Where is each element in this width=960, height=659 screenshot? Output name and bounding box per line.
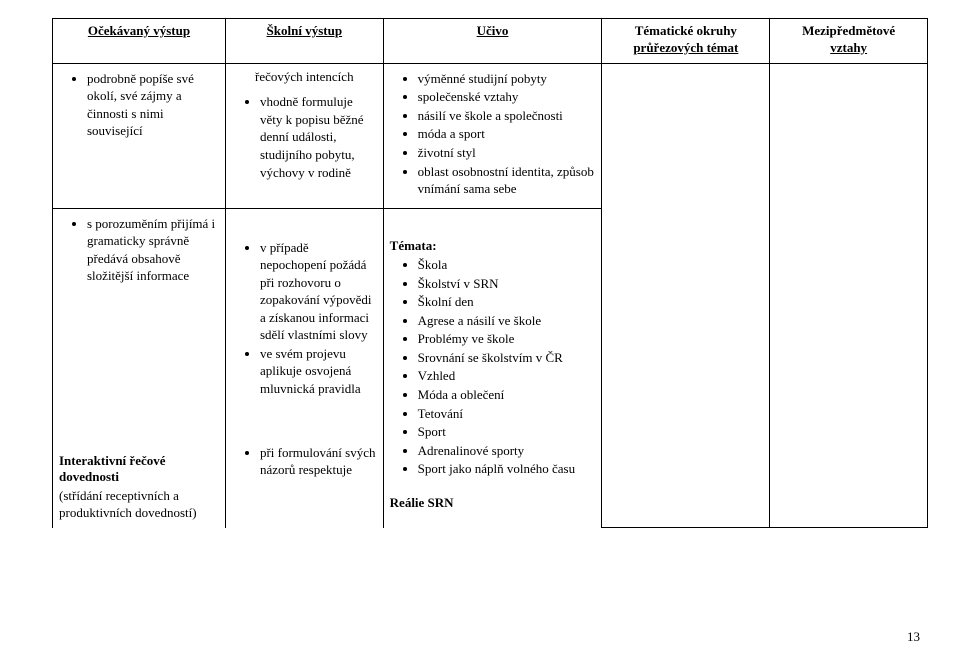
list-item: Vzhled	[418, 367, 596, 385]
cell-expected-2: s porozuměním přijímá i gramaticky správ…	[53, 208, 226, 528]
cell-expected-1: podrobně popíše své okolí, své zájmy a č…	[53, 63, 226, 208]
list-item: ve svém projevu aplikuje osvojená mluvni…	[260, 345, 377, 398]
list-item: móda a sport	[418, 125, 596, 143]
header-curriculum: Učivo	[383, 19, 602, 64]
list-item: Školství v SRN	[418, 275, 596, 293]
list-item: životní styl	[418, 144, 596, 162]
lead-text: řečových intencích	[232, 68, 377, 86]
header-cross-line2: vztahy	[830, 40, 867, 55]
cell-school-1: řečových intencích vhodně formuluje věty…	[225, 63, 383, 208]
list-item: Sport	[418, 423, 596, 441]
list-item: podrobně popíše své okolí, své zájmy a č…	[87, 70, 219, 140]
bullet-list: Škola Školství v SRN Školní den Agrese a…	[390, 256, 596, 478]
curriculum-table: Očekávaný výstup Školní výstup Učivo Tém…	[52, 18, 928, 528]
header-thematic-areas: Tématické okruhy průřezových témat	[602, 19, 770, 64]
header-cross-line1: Mezipředmětové	[802, 23, 895, 38]
list-item: v případě nepochopení požádá při rozhovo…	[260, 239, 377, 344]
header-expected-output: Očekávaný výstup	[53, 19, 226, 64]
block-title-interactive-skills: Interaktivní řečové dovednosti	[59, 453, 219, 485]
cell-thematic	[602, 63, 770, 528]
list-item: při formulování svých názorů respektuje	[260, 444, 377, 479]
list-item: s porozuměním přijímá i gramaticky správ…	[87, 215, 219, 285]
cell-curriculum-2: Témata: Škola Školství v SRN Školní den …	[383, 208, 602, 528]
list-item: násilí ve škole a společnosti	[418, 107, 596, 125]
cell-cross-subject	[770, 63, 928, 528]
block-subtitle: (střídání receptivních a produktivních d…	[59, 487, 219, 522]
list-item: Tetování	[418, 405, 596, 423]
list-item: Móda a oblečení	[418, 386, 596, 404]
list-item: Srovnání se školstvím v ČR	[418, 349, 596, 367]
list-item: Sport jako náplň volného času	[418, 460, 596, 478]
bullet-list: při formulování svých názorů respektuje	[232, 444, 377, 479]
list-item: Adrenalinové sporty	[418, 442, 596, 460]
realia-label: Reálie SRN	[390, 494, 596, 512]
list-item: Problémy ve škole	[418, 330, 596, 348]
bullet-list: podrobně popíše své okolí, své zájmy a č…	[59, 70, 219, 140]
table-row: podrobně popíše své okolí, své zájmy a č…	[53, 63, 928, 208]
list-item: Školní den	[418, 293, 596, 311]
list-item: společenské vztahy	[418, 88, 596, 106]
bullet-list: vhodně formuluje věty k popisu běžné den…	[232, 93, 377, 181]
bullet-list: výměnné studijní pobyty společenské vzta…	[390, 70, 596, 198]
page-root: Očekávaný výstup Školní výstup Učivo Tém…	[0, 0, 960, 659]
header-thematic-line2: průřezových témat	[633, 40, 738, 55]
page-number: 13	[907, 629, 920, 645]
list-item: výměnné studijní pobyty	[418, 70, 596, 88]
cell-curriculum-1: výměnné studijní pobyty společenské vzta…	[383, 63, 602, 208]
list-item: oblast osobnostní identita, způsob vnímá…	[418, 163, 596, 198]
header-thematic-line1: Tématické okruhy	[635, 23, 737, 38]
header-school-output: Školní výstup	[225, 19, 383, 64]
bullet-list: s porozuměním přijímá i gramaticky správ…	[59, 215, 219, 285]
list-item: vhodně formuluje věty k popisu běžné den…	[260, 93, 377, 181]
list-item: Agrese a násilí ve škole	[418, 312, 596, 330]
header-cross-subject: Mezipředmětové vztahy	[770, 19, 928, 64]
list-item: Škola	[418, 256, 596, 274]
table-header-row: Očekávaný výstup Školní výstup Učivo Tém…	[53, 19, 928, 64]
cell-school-2: v případě nepochopení požádá při rozhovo…	[225, 208, 383, 528]
themes-label: Témata:	[390, 237, 596, 255]
bullet-list: v případě nepochopení požádá při rozhovo…	[232, 239, 377, 398]
